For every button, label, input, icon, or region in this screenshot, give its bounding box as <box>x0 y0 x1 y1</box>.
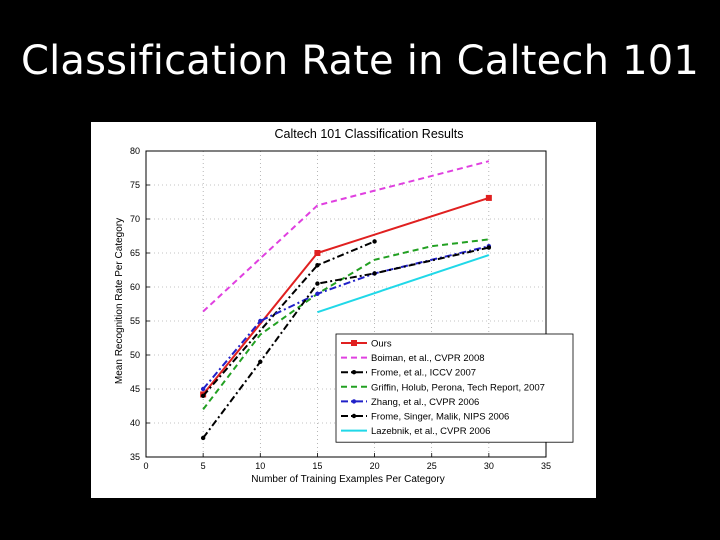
legend-label: Griffin, Holub, Perona, Tech Report, 200… <box>371 382 545 393</box>
legend-marker <box>351 413 357 419</box>
series-boiman-et-al-cvpr-2008 <box>202 160 490 313</box>
series-lazebnik-et-al-cvpr-2006 <box>317 254 490 314</box>
plot-area-frame <box>145 150 547 458</box>
series-frome-singer-malik-nips-2006 <box>200 245 492 441</box>
x-tick-label: 30 <box>484 461 494 471</box>
legend-label: Ours <box>371 339 392 350</box>
legend-entry: Frome, Singer, Malik, NIPS 2006 <box>341 412 509 423</box>
legend-marker <box>351 399 357 404</box>
axis-ticks: 0 5 10 15 20 25 30 35 35 40 45 50 55 60 65 70 75 80 <box>130 146 551 471</box>
y-tick-label: 55 <box>130 316 140 326</box>
legend-marker <box>351 340 357 346</box>
legend-label: Zhang, et al., CVPR 2006 <box>371 397 479 408</box>
y-tick-label: 75 <box>130 180 140 190</box>
y-tick-label: 35 <box>130 452 140 462</box>
x-tick-label: 15 <box>312 461 322 471</box>
data-point <box>314 250 321 256</box>
y-tick-label: 45 <box>130 384 140 394</box>
data-point <box>200 435 206 441</box>
legend-entry: Zhang, et al., CVPR 2006 <box>341 397 479 408</box>
data-point <box>200 386 206 392</box>
legend-label: Lazebnik, et al., CVPR 2006 <box>371 426 490 437</box>
data-point <box>258 359 263 364</box>
y-tick-label: 40 <box>130 418 140 428</box>
x-tick-label: 20 <box>370 461 380 471</box>
data-point <box>486 245 492 250</box>
series-line <box>202 246 490 439</box>
series-line <box>202 160 490 313</box>
legend-label: Boiman, et al., CVPR 2008 <box>371 353 485 364</box>
data-point <box>372 271 377 276</box>
x-tick-label: 25 <box>427 461 437 471</box>
y-axis-label: Mean Recognition Rate Per Category <box>114 218 125 384</box>
chart-figure: 0 5 10 15 20 25 30 35 35 40 45 50 55 60 65 70 75 80 Calte… <box>91 122 596 498</box>
series-line <box>202 240 375 397</box>
chart-title: Caltech 101 Classification Results <box>275 127 464 141</box>
data-point <box>485 194 492 201</box>
x-axis-label: Number of Training Examples Per Category <box>251 474 444 485</box>
series-frome-et-al-iccv-2007 <box>200 239 377 398</box>
legend-entry: Lazebnik, et al., CVPR 2006 <box>341 426 490 437</box>
data-point <box>200 393 206 398</box>
legend-entry: Boiman, et al., CVPR 2008 <box>341 353 485 364</box>
data-point <box>315 263 320 268</box>
legend-entry: Frome, et al., ICCV 2007 <box>341 368 476 379</box>
chart-svg: 0 5 10 15 20 25 30 35 35 40 45 50 55 60 65 70 75 80 Calte… <box>114 127 574 485</box>
series-lines <box>200 160 492 441</box>
x-tick-label: 0 <box>143 461 148 471</box>
y-tick-label: 80 <box>130 146 140 156</box>
y-tick-label: 65 <box>130 248 140 258</box>
data-point <box>372 239 377 244</box>
data-point <box>258 318 263 324</box>
slide-title: Classification Rate in Caltech 101 <box>20 38 700 84</box>
data-point <box>315 291 320 296</box>
legend-label: Frome, et al., ICCV 2007 <box>371 368 476 379</box>
x-tick-label: 5 <box>201 461 206 471</box>
legend-marker <box>351 370 357 375</box>
legend-entry: Ours <box>341 339 392 350</box>
data-point <box>315 281 320 286</box>
x-tick-label: 10 <box>255 461 265 471</box>
x-tick-label: 35 <box>541 461 551 471</box>
legend-box <box>335 333 574 443</box>
legend-label: Frome, Singer, Malik, NIPS 2006 <box>371 412 509 423</box>
y-tick-label: 50 <box>130 350 140 360</box>
y-tick-label: 60 <box>130 282 140 292</box>
legend: Ours Boiman, et al., CVPR 2008 Frome, et a… <box>335 333 574 443</box>
series-line <box>317 254 490 314</box>
y-tick-label: 70 <box>130 214 140 224</box>
legend-entry: Griffin, Holub, Perona, Tech Report, 200… <box>341 382 545 393</box>
